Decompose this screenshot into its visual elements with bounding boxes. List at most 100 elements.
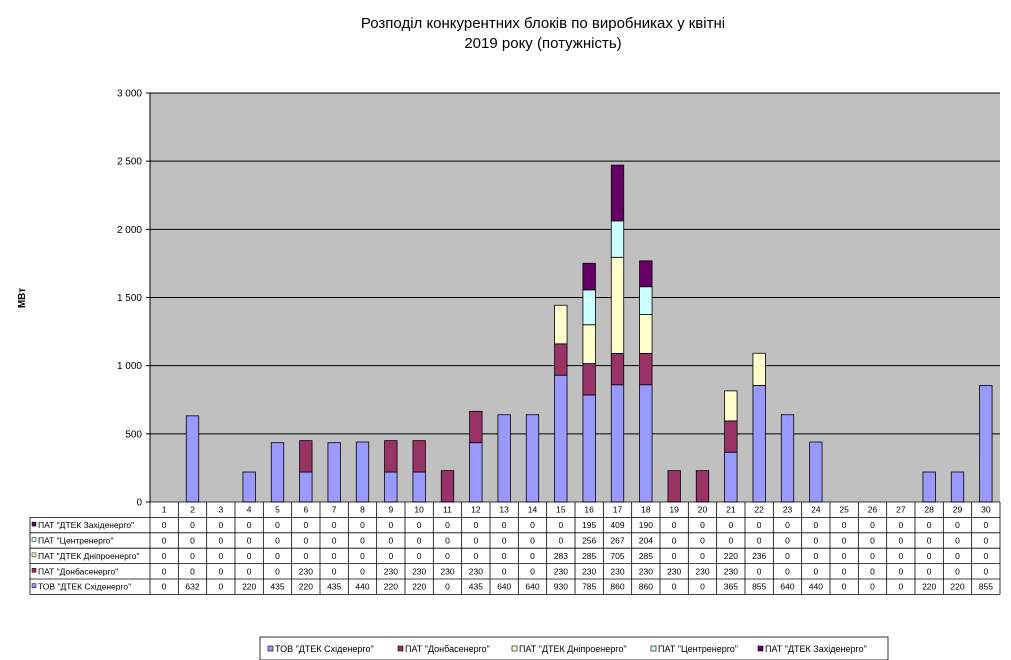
table-cell: 0 — [870, 582, 875, 592]
table-cell: 230 — [384, 566, 398, 576]
table-row-label: ПАТ "ДТЕК Західенерго" — [38, 520, 134, 530]
table-cell: 230 — [610, 566, 624, 576]
table-cell: 0 — [983, 566, 988, 576]
table-cell: 0 — [672, 551, 677, 561]
bar-segment — [780, 414, 795, 503]
x-tick-label: 7 — [332, 505, 337, 515]
x-tick-label: 11 — [443, 505, 452, 515]
table-cell: 0 — [757, 520, 762, 530]
table-cell: 0 — [813, 551, 818, 561]
table-cell: 0 — [303, 536, 308, 546]
y-tick-label: 3 000 — [117, 89, 142, 100]
table-cell: 0 — [275, 566, 280, 576]
table-cell: 230 — [469, 566, 483, 576]
table-cell: 435 — [469, 582, 483, 592]
bar-segment — [582, 324, 596, 365]
x-tick-label: 3 — [218, 505, 223, 515]
data-table: 1 2 3 4 5 6 7 8 9 10 11 12 13 14 15 16 17 18 19 20 21 22 23 24 2… — [29, 501, 1001, 595]
table-cell: 0 — [785, 566, 790, 576]
table-cell: 0 — [530, 536, 535, 546]
x-tick-label: 21 — [726, 505, 736, 515]
bar-segment — [610, 384, 625, 503]
x-tick-label: 15 — [556, 505, 566, 515]
table-cell: 0 — [445, 536, 450, 546]
table-cell: 0 — [955, 551, 960, 561]
bar-segment — [384, 440, 398, 473]
table-cell: 0 — [303, 520, 308, 530]
table-cell: 0 — [530, 520, 535, 530]
table-row-key — [31, 521, 37, 527]
table-cell: 0 — [927, 520, 932, 530]
table-cell: 267 — [610, 536, 624, 546]
table-cell: 220 — [299, 582, 313, 592]
table-cell: 0 — [955, 520, 960, 530]
table-cell: 440 — [355, 582, 369, 592]
y-tick-label: 500 — [125, 429, 142, 440]
table-cell: 435 — [270, 582, 284, 592]
table-cell: 855 — [979, 582, 993, 592]
bar-segment — [922, 471, 936, 503]
x-tick-label: 17 — [613, 505, 623, 515]
table-cell: 0 — [162, 520, 167, 530]
bar-segment — [185, 415, 200, 503]
table-cell: 785 — [582, 582, 596, 592]
x-tick-label: 28 — [924, 505, 934, 515]
table-row-label: ТОВ "ДТЕК Східенерго" — [38, 582, 131, 592]
table-cell: 0 — [813, 536, 818, 546]
bar-segment — [299, 440, 313, 473]
y-tick-label: 2 000 — [117, 225, 142, 236]
table-cell: 285 — [639, 551, 653, 561]
table-cell: 256 — [582, 536, 596, 546]
table-cell: 0 — [502, 566, 507, 576]
legend-label: ПАТ "ДТЕК Дніпроенерго" — [519, 644, 627, 654]
table-cell: 0 — [870, 566, 875, 576]
x-tick-label: 5 — [275, 505, 280, 515]
table-cell: 0 — [898, 566, 903, 576]
table-cell: 0 — [218, 551, 223, 561]
y-axis-label: МВт — [17, 288, 28, 308]
table-cell: 0 — [332, 520, 337, 530]
table-cell: 0 — [303, 551, 308, 561]
bar-segment — [554, 343, 568, 376]
table-cell: 0 — [417, 551, 422, 561]
table-cell: 220 — [242, 582, 256, 592]
bar-segment — [724, 451, 738, 503]
bar-segment — [695, 470, 710, 503]
table-cell: 230 — [412, 566, 426, 576]
y-tick-label: 1 500 — [117, 293, 142, 304]
bar-segment — [469, 442, 483, 503]
table-cell: 0 — [473, 536, 478, 546]
legend-label: ПАТ "ДТЕК Західенерго" — [765, 644, 867, 654]
x-tick-label: 10 — [414, 505, 424, 515]
bar-segment — [412, 471, 426, 503]
table-row-label: ПАТ "Донбасенерго" — [38, 566, 118, 576]
y-tick-label: 2 500 — [117, 157, 142, 168]
table-row-key — [31, 537, 37, 542]
table-cell: 220 — [724, 551, 738, 561]
bar-segment — [582, 262, 596, 291]
legend-label: ТОВ "ДТЕК Східенерго" — [275, 644, 374, 654]
table-cell: 0 — [842, 536, 847, 546]
table-cell: 230 — [554, 566, 568, 576]
table-cell: 930 — [554, 582, 568, 592]
x-tick-label: 18 — [641, 505, 651, 515]
table-cell: 0 — [190, 536, 195, 546]
table-cell: 230 — [639, 566, 653, 576]
y-tick-label: 1 000 — [117, 361, 142, 372]
bar-segment — [299, 471, 313, 503]
x-tick-label: 19 — [669, 505, 679, 515]
bar-segment — [610, 164, 625, 222]
bar-segment — [639, 352, 653, 386]
table-cell: 0 — [842, 566, 847, 576]
table-cell: 0 — [247, 536, 252, 546]
table-cell: 0 — [530, 551, 535, 561]
table-cell: 855 — [752, 582, 766, 592]
table-cell: 0 — [983, 536, 988, 546]
table-cell: 0 — [275, 536, 280, 546]
table-cell: 0 — [757, 536, 762, 546]
table-cell: 230 — [724, 566, 738, 576]
table-cell: 0 — [672, 536, 677, 546]
table-cell: 0 — [388, 536, 393, 546]
table-cell: 0 — [700, 582, 705, 592]
